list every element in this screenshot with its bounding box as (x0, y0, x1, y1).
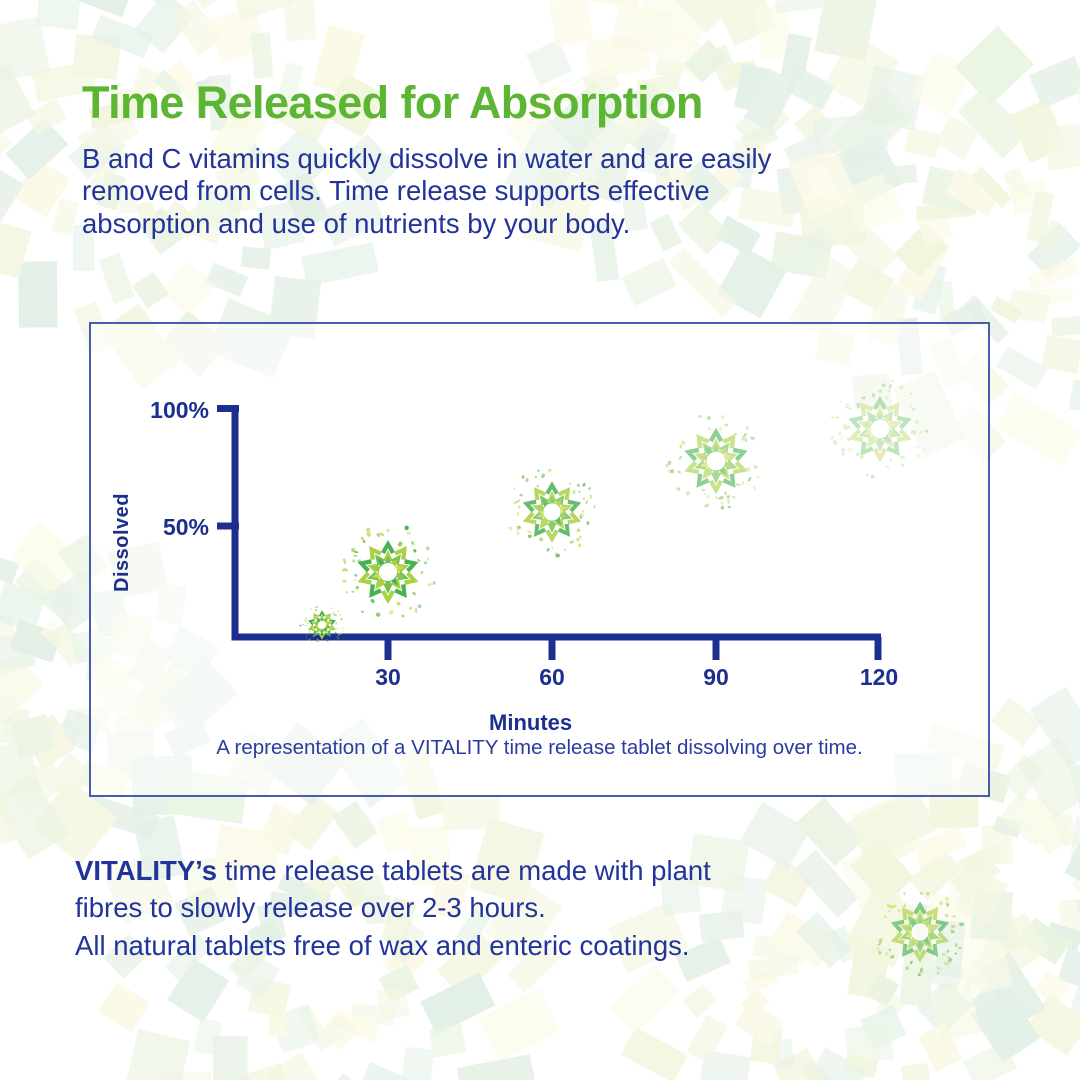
y-tick-label-100: 100% (150, 397, 209, 423)
x-axis-label: Minutes (489, 710, 573, 735)
chart-axes (217, 405, 882, 660)
chart-panel: 100% 50% 30 60 90 120 Dissolved Minutes … (89, 322, 990, 797)
footer-block: VITALITY’s time release tablets are made… (75, 852, 955, 964)
intro-paragraph: B and C vitamins quickly dissolve in wat… (82, 143, 962, 240)
intro-line-1: B and C vitamins quickly dissolve in wat… (82, 143, 772, 174)
chart-caption: A representation of a VITALITY time rele… (216, 736, 863, 759)
y-axis-label: Dissolved (111, 493, 133, 592)
x-tick-label-60: 60 (539, 664, 565, 690)
intro-line-2: removed from cells. Time release support… (82, 175, 710, 207)
x-tick-label-90: 90 (703, 664, 729, 690)
intro-line-3: absorption and use of nutrients by your … (82, 207, 631, 239)
x-tick-label-30: 30 (375, 664, 401, 690)
tablet-sunburst-icon (872, 884, 968, 980)
y-tick-label-50: 50% (162, 514, 209, 540)
footer-line-3: All natural tablets free of wax and ente… (75, 929, 690, 961)
brand-name: VITALITY’s (75, 855, 218, 886)
header-block: Time Released for Absorption B and C vit… (82, 80, 982, 240)
page-title: Time Released for Absorption (82, 77, 703, 128)
footer-line-2: fibres to slowly release over 2-3 hours. (75, 892, 546, 924)
x-tick-label-120: 120 (859, 664, 899, 690)
footer-line-1: VITALITY’s time release tablets are made… (75, 852, 955, 889)
footer-line-1-rest: time release tablets are made with plant (217, 855, 711, 886)
